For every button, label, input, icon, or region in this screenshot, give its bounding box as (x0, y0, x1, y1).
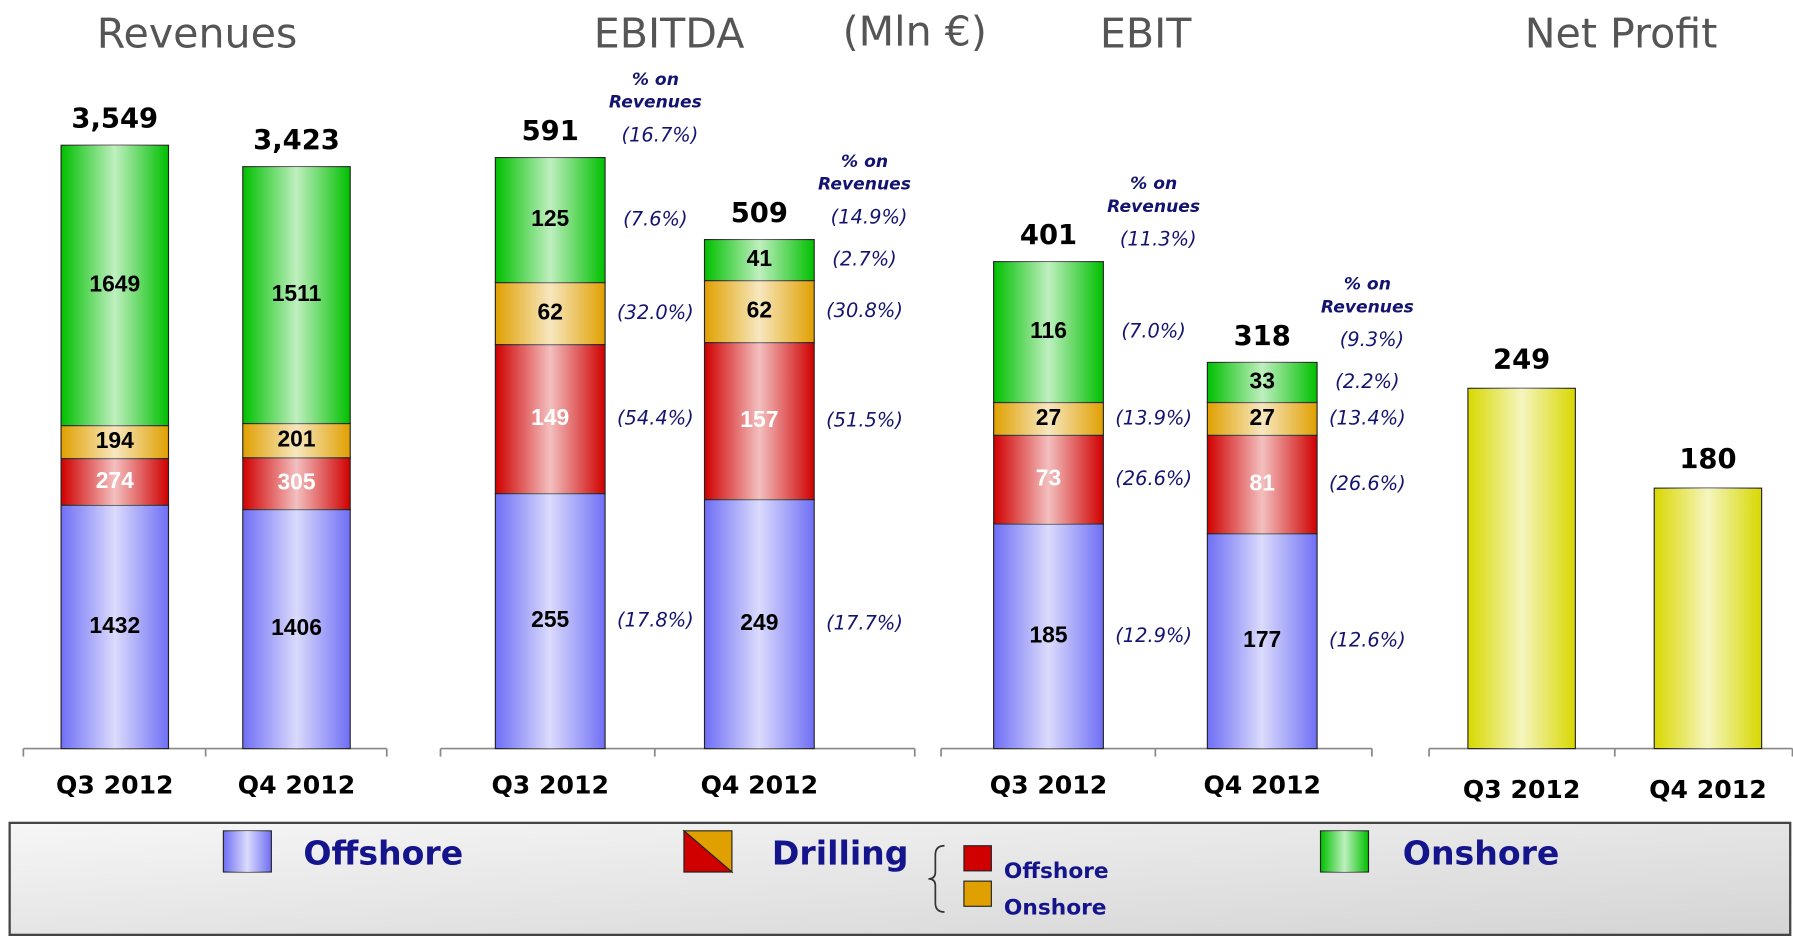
total-label: 3,423 (253, 125, 340, 156)
segment-label: 305 (277, 469, 315, 495)
total-label: 401 (1020, 220, 1077, 251)
margin-note: Revenues (1321, 298, 1414, 318)
total-label: 3,549 (71, 104, 158, 135)
segment-label: 62 (747, 297, 772, 323)
margin-label: (30.8%) (826, 299, 903, 322)
margin-label: (2.2%) (1335, 370, 1399, 393)
total-margin-label: (14.9%) (831, 205, 908, 228)
segment-label: 1649 (89, 270, 140, 296)
bar-segment (1467, 387, 1576, 750)
segment-label: 62 (538, 299, 563, 325)
margin-label: (51.5%) (826, 409, 903, 432)
segment-label: 274 (96, 467, 134, 493)
segment-label: 81 (1250, 469, 1276, 495)
margin-label: (12.9%) (1115, 624, 1192, 647)
segment-label: 1511 (272, 280, 322, 306)
legend-sublabel: Offshore (1004, 859, 1109, 884)
margin-note: % on (1344, 275, 1391, 295)
x-tick-label: Q4 2012 (1203, 770, 1321, 799)
margin-label: (7.6%) (623, 208, 687, 231)
segment-label: 1406 (271, 614, 322, 640)
margin-label: (13.4%) (1329, 406, 1406, 429)
margin-note: Revenues (609, 93, 702, 113)
chart-title: Net Profit (1525, 10, 1718, 58)
total-label: 591 (522, 116, 579, 147)
segment-label: 177 (1243, 626, 1281, 652)
total-label: 509 (731, 198, 788, 229)
segment-label: 33 (1250, 367, 1275, 393)
margin-label: (32.0%) (617, 301, 694, 324)
margin-label: (13.9%) (1115, 406, 1192, 429)
segment-label: 1432 (89, 612, 140, 638)
unit-label: (Mln €) (843, 7, 987, 55)
segment-label: 194 (96, 427, 134, 453)
legend-brace (928, 844, 945, 913)
legend-label: Onshore (1403, 833, 1560, 872)
legend-box (8, 821, 1792, 936)
total-margin-label: (16.7%) (622, 123, 699, 146)
legend-sublabel: Onshore (1004, 896, 1107, 921)
segment-label: 157 (740, 406, 778, 432)
segment-label: 149 (531, 404, 569, 430)
segment-label: 73 (1036, 465, 1061, 491)
bar-segment (1653, 487, 1763, 750)
margin-label: (7.0%) (1121, 320, 1185, 343)
total-margin-label: (11.3%) (1120, 227, 1197, 250)
legend-label: Offshore (303, 833, 463, 872)
x-tick-label: Q3 2012 (1463, 775, 1581, 804)
value-label: 180 (1679, 444, 1736, 475)
margin-note: Revenues (818, 175, 911, 195)
segment-label: 185 (1029, 621, 1067, 647)
legend-label: Drilling (772, 833, 909, 872)
margin-label: (17.8%) (617, 609, 694, 632)
segment-label: 27 (1036, 404, 1061, 430)
legend-swatch (222, 830, 272, 873)
margin-label: (54.4%) (617, 407, 694, 430)
x-tick-label: Q4 2012 (701, 770, 819, 799)
legend-swatch (963, 845, 992, 872)
legend-swatch (1319, 830, 1370, 873)
total-margin-label: (9.3%) (1340, 328, 1404, 351)
margin-label: (26.6%) (1329, 472, 1406, 495)
value-label: 249 (1493, 344, 1550, 375)
total-label: 318 (1234, 321, 1291, 352)
x-tick-label: Q4 2012 (238, 770, 356, 799)
segment-label: 201 (277, 426, 315, 452)
margin-label: (26.6%) (1115, 467, 1192, 490)
x-tick-label: Q3 2012 (56, 770, 174, 799)
margin-label: (12.6%) (1329, 629, 1406, 652)
margin-label: (17.7%) (826, 612, 903, 635)
margin-note: % on (632, 70, 679, 90)
margin-note: % on (1130, 174, 1177, 194)
margin-note: Revenues (1107, 197, 1200, 217)
x-tick-label: Q4 2012 (1649, 775, 1767, 804)
segment-label: 255 (531, 606, 569, 632)
segment-label: 27 (1250, 404, 1275, 430)
segment-label: 125 (531, 205, 569, 231)
chart-title: EBITDA (594, 10, 745, 58)
chart-title: Revenues (97, 10, 298, 58)
segment-label: 249 (740, 609, 778, 635)
margin-label: (2.7%) (832, 248, 896, 271)
segment-label: 41 (747, 245, 773, 271)
legend-swatch (963, 880, 992, 907)
chart-title: EBIT (1100, 10, 1192, 58)
x-tick-label: Q3 2012 (491, 770, 609, 799)
segment-label: 116 (1030, 317, 1067, 343)
x-tick-label: Q3 2012 (990, 770, 1108, 799)
margin-note: % on (841, 152, 888, 172)
legend-swatch (683, 829, 734, 873)
